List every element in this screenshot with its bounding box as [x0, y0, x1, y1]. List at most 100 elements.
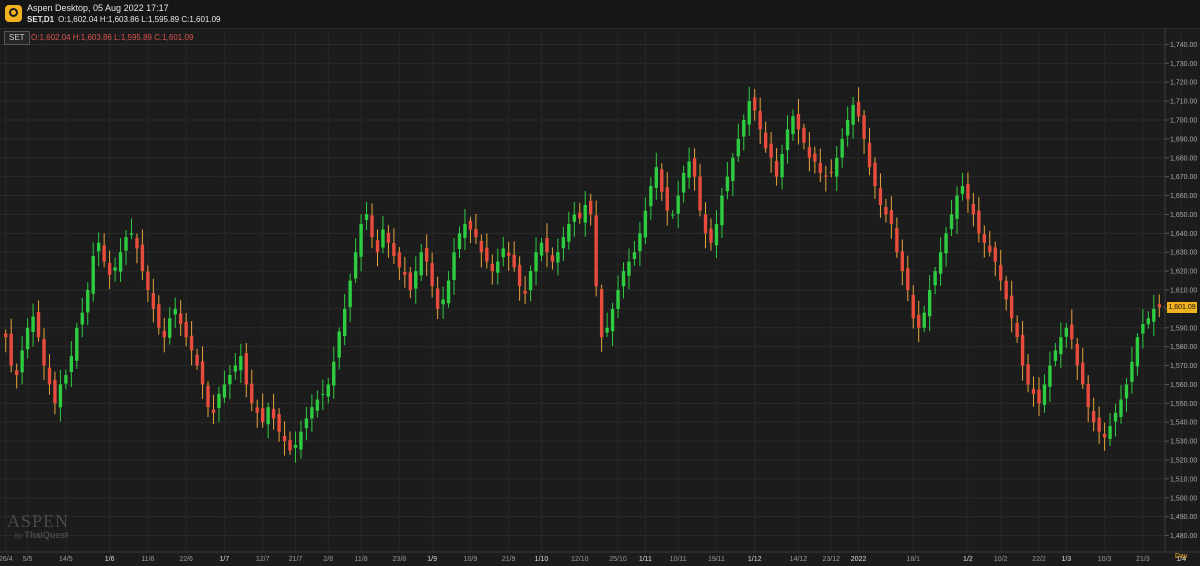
aspen-logo-icon [5, 5, 22, 22]
candle-body [1020, 334, 1025, 366]
price-tick-label: 1,680.00 [1170, 155, 1197, 162]
candle-body [118, 252, 123, 272]
candle-body [419, 252, 423, 276]
time-tick-label: 14/12 [790, 556, 808, 563]
candle-body [878, 188, 883, 205]
candle-body [468, 220, 473, 230]
candle-body [1070, 324, 1074, 340]
chart-gridlines [0, 28, 1182, 552]
price-tick-label: 1,650.00 [1170, 212, 1197, 219]
candle-body [988, 245, 992, 253]
time-tick-label: 1/4 [1176, 556, 1186, 563]
candle-body [818, 162, 823, 173]
price-tick-label: 1,580.00 [1170, 344, 1197, 351]
candle-body [271, 408, 276, 419]
candlestick-chart[interactable]: 1,740.00 1,730.00 1,720.00 1,710.00 1,700.00… [0, 28, 1200, 566]
symbol-ohlc-line: SET,D1 O:1,602.04 H:1,603.86 L:1,595.89 C… [27, 15, 220, 24]
price-tick-label: 1,700.00 [1170, 118, 1197, 125]
candle-body [1042, 384, 1047, 405]
candle-body [1086, 383, 1090, 408]
price-tick-label: 1,630.00 [1170, 250, 1197, 257]
aspen-watermark: ASPEN by ThaiQuest [7, 512, 69, 540]
candle-body [999, 264, 1003, 281]
candle-body [20, 350, 24, 373]
candle-body [36, 311, 41, 338]
price-tick-label: 1,690.00 [1170, 136, 1197, 143]
price-tick-label: 1,530.00 [1170, 439, 1197, 446]
candle-body [703, 214, 708, 234]
candle-body [1152, 308, 1156, 322]
candle-body [4, 333, 8, 338]
candle-body [359, 223, 363, 257]
candle-body [949, 214, 954, 230]
watermark-name: ASPEN [7, 511, 70, 531]
candle-body [791, 116, 795, 135]
candle-body [523, 290, 527, 294]
candle-body [802, 127, 806, 143]
candle-body [299, 431, 303, 450]
candle-body [69, 356, 74, 373]
candle-body [277, 413, 281, 432]
candle-body [228, 375, 232, 385]
symbol-label: SET,D1 [27, 15, 55, 24]
time-tick-label: 1/2 [963, 556, 973, 563]
time-tick-label: 26/4 [0, 556, 13, 563]
candle-body [594, 215, 598, 287]
candle-body [397, 252, 402, 268]
candle-body [375, 240, 380, 253]
candle-body [255, 407, 259, 413]
price-tick-label: 1,620.00 [1170, 269, 1197, 276]
period-label[interactable]: Day [1175, 553, 1188, 560]
candle-body [884, 206, 888, 215]
candle-body [195, 354, 199, 366]
candle-body [1081, 362, 1085, 385]
candle-body [758, 111, 762, 130]
candle-body [321, 393, 325, 395]
candle-body [64, 375, 68, 384]
candle-body [80, 312, 84, 325]
candle-body [539, 242, 544, 256]
candle-body [1037, 389, 1041, 404]
candle-body [239, 356, 243, 371]
price-tick-label: 1,640.00 [1170, 231, 1197, 238]
price-tick-label: 1,710.00 [1170, 99, 1197, 106]
watermark-brand: by ThaiQuest [15, 530, 69, 540]
time-tick-label: 10/2 [994, 556, 1008, 563]
candle-body [42, 339, 46, 366]
series-symbol-badge[interactable]: SET [4, 31, 30, 45]
price-axis[interactable]: 1,740.00 1,730.00 1,720.00 1,710.00 1,700.00… [1165, 42, 1197, 540]
time-tick-label: 21/3 [1136, 556, 1150, 563]
time-axis[interactable]: 26/4 5/5 14/5 1/6 11/6 22/6 1/7 12/7 21/7 2/8 11/8… [0, 556, 1200, 563]
candle-body [25, 327, 30, 350]
candle-body [599, 288, 604, 338]
candle-body [938, 252, 943, 274]
candle-body [589, 200, 593, 215]
time-tick-label: 21/7 [289, 556, 303, 563]
candle-body [720, 195, 724, 226]
candle-body [528, 271, 533, 291]
candle-body [922, 312, 926, 328]
ohlc-values: O:1,602.04 H:1,603.86 L:1,595.89 C:1,601… [58, 15, 221, 24]
candle-body [414, 271, 418, 289]
last-price-tag: 1,601.09 [1167, 301, 1197, 313]
candle-body [332, 361, 336, 386]
candle-body [807, 147, 812, 158]
candle-body [47, 367, 52, 385]
candle-body [14, 370, 19, 375]
candle-body [58, 384, 63, 408]
candle-body [725, 176, 730, 192]
candle-body [260, 408, 265, 423]
candle-body [151, 293, 156, 309]
candle-body [189, 335, 194, 351]
candle-body [545, 238, 549, 253]
candle-body [698, 176, 702, 211]
candle-body [944, 233, 948, 254]
candle-body [955, 195, 959, 219]
candle-body [490, 263, 494, 272]
time-tick-label: 1/11 [639, 556, 652, 563]
candle-body [867, 142, 872, 168]
candles [4, 86, 1165, 463]
candle-body [578, 212, 582, 219]
candle-body [457, 233, 462, 250]
candle-body [157, 304, 161, 328]
